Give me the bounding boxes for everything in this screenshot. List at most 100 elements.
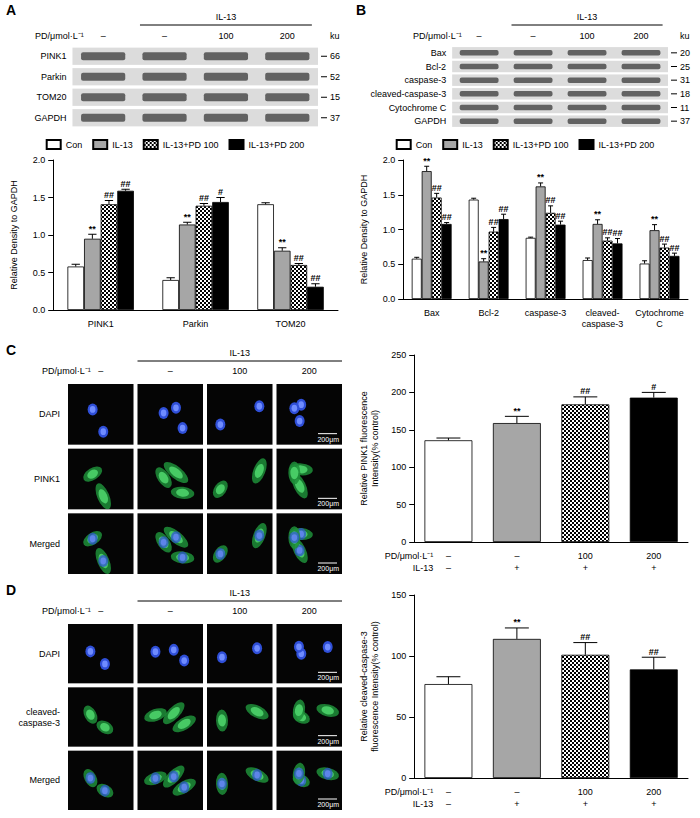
svg-text:+: + xyxy=(514,799,519,809)
svg-text:100: 100 xyxy=(232,606,247,616)
svg-text:**: ** xyxy=(279,237,287,247)
svg-text:100: 100 xyxy=(218,31,233,41)
svg-text:–: – xyxy=(531,31,536,41)
svg-text:A: A xyxy=(6,2,16,18)
svg-text:–: – xyxy=(98,366,103,376)
svg-text:2.0: 2.0 xyxy=(383,155,396,165)
svg-text:Bcl-2: Bcl-2 xyxy=(426,62,447,72)
svg-text:##: ## xyxy=(104,190,114,200)
svg-text:DAPI: DAPI xyxy=(39,409,60,419)
svg-text:##: ## xyxy=(199,193,209,203)
svg-text:0: 0 xyxy=(401,537,406,547)
svg-text:20: 20 xyxy=(680,48,690,58)
svg-text:Intensity(% control): Intensity(% control) xyxy=(370,410,380,487)
svg-text:Merged: Merged xyxy=(29,539,60,549)
svg-text:##: ## xyxy=(580,386,590,396)
svg-text:IL-13+PD 200: IL-13+PD 200 xyxy=(599,140,655,150)
svg-text:31: 31 xyxy=(680,75,690,85)
svg-text:–: – xyxy=(162,31,167,41)
svg-text:50: 50 xyxy=(396,712,406,722)
svg-text:cleaved-: cleaved- xyxy=(586,308,620,318)
svg-text:–: – xyxy=(168,366,173,376)
svg-text:200: 200 xyxy=(634,31,649,41)
svg-text:150: 150 xyxy=(391,425,406,435)
svg-text:cleaved-caspase-3: cleaved-caspase-3 xyxy=(18,707,60,728)
svg-text:+: + xyxy=(583,799,588,809)
svg-text:–: – xyxy=(168,606,173,616)
svg-text:PD/μmol·L⁻¹: PD/μmol·L⁻¹ xyxy=(35,31,84,41)
svg-text:200μm: 200μm xyxy=(317,738,339,746)
svg-text:200: 200 xyxy=(646,787,661,797)
svg-text:200: 200 xyxy=(280,31,295,41)
svg-text:IL-13: IL-13 xyxy=(413,563,434,573)
svg-text:0.5: 0.5 xyxy=(33,268,46,278)
svg-text:37: 37 xyxy=(330,113,340,123)
svg-text:1.0: 1.0 xyxy=(33,230,46,240)
svg-text:##: ## xyxy=(613,228,623,238)
svg-text:Cytochrome: Cytochrome xyxy=(635,308,684,318)
svg-text:150: 150 xyxy=(391,590,406,600)
svg-text:+: + xyxy=(651,799,656,809)
svg-text:+: + xyxy=(583,563,588,573)
svg-text:IL-13: IL-13 xyxy=(112,140,133,150)
svg-text:##: ## xyxy=(546,195,556,205)
svg-text:–: – xyxy=(514,551,519,561)
svg-text:Bax: Bax xyxy=(431,48,447,58)
svg-text:IL-13: IL-13 xyxy=(577,12,598,22)
svg-text:IL-13: IL-13 xyxy=(229,348,250,358)
svg-text:TOM20: TOM20 xyxy=(276,319,306,329)
svg-text:PINK1: PINK1 xyxy=(40,51,66,61)
svg-text:IL-13+PD 100: IL-13+PD 100 xyxy=(513,140,569,150)
svg-text:Bcl-2: Bcl-2 xyxy=(478,308,499,318)
svg-text:Parkin: Parkin xyxy=(183,319,209,329)
svg-text:##: ## xyxy=(310,273,320,283)
svg-text:caspase-3: caspase-3 xyxy=(405,75,447,85)
svg-text:D: D xyxy=(6,582,16,598)
svg-text:25: 25 xyxy=(680,62,690,72)
svg-text:##: ## xyxy=(121,179,131,189)
svg-text:Parkin: Parkin xyxy=(41,72,67,82)
svg-text:**: ** xyxy=(480,248,488,258)
svg-text:**: ** xyxy=(89,224,97,234)
svg-text:–: – xyxy=(101,31,106,41)
svg-text:52: 52 xyxy=(330,72,340,82)
svg-text:##: ## xyxy=(603,227,613,237)
svg-text:**: ** xyxy=(513,617,521,627)
svg-text:#: # xyxy=(218,187,223,197)
svg-text:Cytochrome C: Cytochrome C xyxy=(389,103,447,113)
svg-text:IL-13: IL-13 xyxy=(462,140,483,150)
svg-text:100: 100 xyxy=(391,651,406,661)
svg-text:200μm: 200μm xyxy=(317,436,339,444)
svg-text:PD/μmol·L⁻¹: PD/μmol·L⁻¹ xyxy=(42,366,91,376)
svg-text:##: ## xyxy=(556,211,566,221)
svg-text:##: ## xyxy=(442,212,452,222)
svg-text:1.0: 1.0 xyxy=(383,225,396,235)
svg-text:0: 0 xyxy=(401,773,406,783)
svg-text:PINK1: PINK1 xyxy=(88,319,114,329)
svg-text:**: ** xyxy=(423,156,431,166)
svg-text:200: 200 xyxy=(391,387,406,397)
svg-text:cleaved-caspase-3: cleaved-caspase-3 xyxy=(371,89,447,99)
svg-text:fluorescence Intensity(% contr: fluorescence Intensity(% control) xyxy=(370,621,380,752)
svg-text:Relative Density to GAPDH: Relative Density to GAPDH xyxy=(359,175,369,285)
svg-text:IL-13: IL-13 xyxy=(229,588,250,598)
svg-text:66: 66 xyxy=(330,51,340,61)
svg-text:200μm: 200μm xyxy=(317,801,339,809)
svg-text:B: B xyxy=(356,2,366,18)
svg-text:Con: Con xyxy=(416,140,433,150)
svg-text:15: 15 xyxy=(330,92,340,102)
svg-text:+: + xyxy=(651,563,656,573)
svg-text:caspase-3: caspase-3 xyxy=(525,308,567,318)
svg-text:Merged: Merged xyxy=(29,775,60,785)
svg-text:**: ** xyxy=(184,212,192,222)
svg-text:200: 200 xyxy=(646,551,661,561)
svg-text:0.0: 0.0 xyxy=(383,294,396,304)
svg-text:100: 100 xyxy=(391,462,406,472)
svg-text:–: – xyxy=(446,799,451,809)
svg-text:18: 18 xyxy=(680,89,690,99)
svg-text:C: C xyxy=(6,342,16,358)
svg-text:2.0: 2.0 xyxy=(33,155,46,165)
svg-text:Relative PINK1 fluorescence: Relative PINK1 fluorescence xyxy=(359,391,369,506)
svg-text:100: 100 xyxy=(580,31,595,41)
svg-text:**: ** xyxy=(651,214,659,224)
